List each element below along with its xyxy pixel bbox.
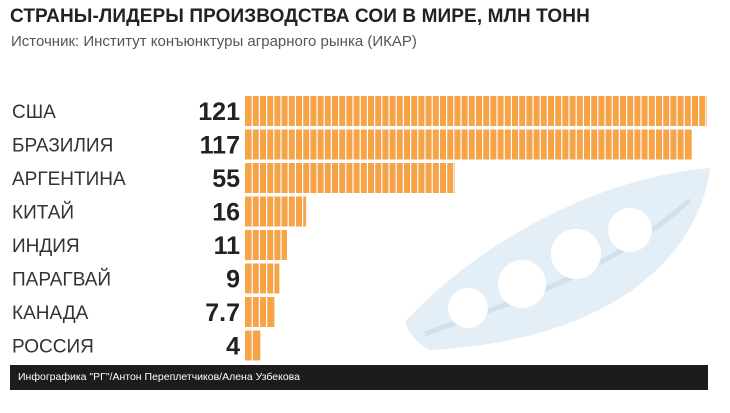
bar [245, 163, 455, 193]
category-label: БРАЗИЛИЯ [12, 136, 113, 157]
value-label: 16 [212, 199, 240, 227]
category-label: РОССИЯ [12, 337, 94, 358]
bar [245, 230, 287, 260]
category-label: ИНДИЯ [12, 236, 80, 257]
value-label: 117 [200, 132, 240, 160]
bar [245, 297, 275, 327]
value-label: 4 [226, 333, 240, 361]
category-label: ПАРАГВАЙ [12, 269, 111, 291]
bar [245, 96, 707, 126]
chart-title: СТРАНЫ-ЛИДЕРЫ ПРОИЗВОДСТВА СОИ В МИРЕ, М… [10, 6, 590, 27]
value-label: 11 [214, 232, 241, 260]
bar [245, 129, 692, 160]
value-label: 55 [212, 165, 240, 193]
bar [245, 263, 280, 294]
value-label: 9 [226, 266, 240, 294]
category-label: США [12, 102, 56, 123]
value-label: 121 [198, 98, 240, 126]
category-label: КИТАЙ [12, 202, 74, 224]
value-label: 7.7 [205, 299, 240, 327]
chart-subtitle: Источник: Институт конъюнктуры аграрного… [11, 33, 417, 50]
credits-bar: Инфографика "РГ"/Антон Переплетчиков/Але… [10, 365, 708, 390]
soy-pod-icon [405, 168, 710, 350]
category-label: КАНАДА [12, 303, 89, 324]
category-label: АРГЕНТИНА [12, 169, 126, 190]
bar [245, 330, 261, 361]
bar [245, 196, 307, 227]
